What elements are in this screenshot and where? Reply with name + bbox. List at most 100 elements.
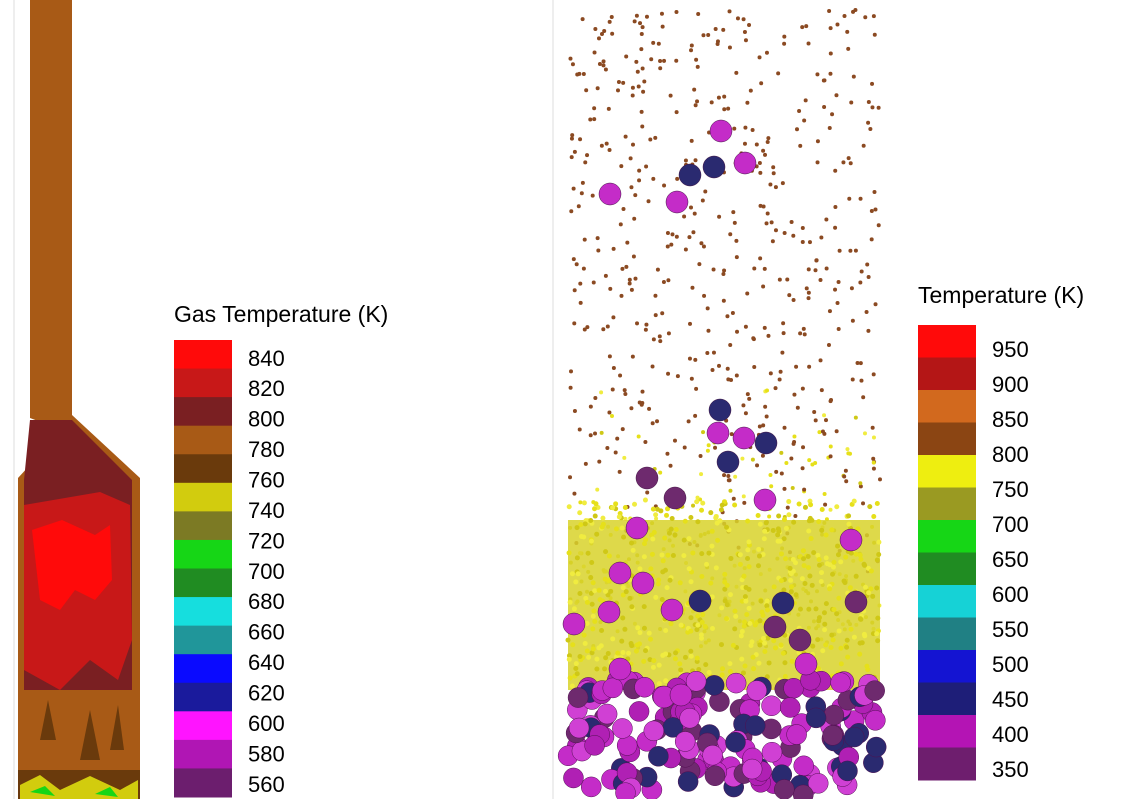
particle [745,556,750,561]
particle [690,44,694,48]
particle [823,642,828,647]
particle [732,497,736,501]
particle [629,406,633,410]
particle [823,492,827,496]
particle [624,54,628,58]
particle [690,550,695,555]
particle [653,595,658,600]
particle [756,661,761,666]
particle [689,590,711,612]
particle [819,235,823,239]
particle [645,490,649,494]
particle [696,65,700,69]
particle [744,38,748,42]
particle [664,487,686,509]
particle [823,503,827,507]
legend-swatch [918,520,976,553]
particle [747,681,767,701]
particle [796,406,800,410]
particle [751,458,755,462]
particle [640,124,644,128]
particle [734,71,738,75]
particle [801,445,805,449]
legend-swatch [174,683,232,712]
particle [866,737,886,757]
particle [610,15,614,19]
particle [661,25,665,29]
particle [621,81,625,85]
particle [782,487,786,491]
particle [839,661,844,666]
particle [795,653,817,675]
particle [673,439,677,443]
particle [776,529,781,534]
particle [702,294,706,298]
particle [592,117,596,121]
particle [765,414,769,418]
particle [823,725,843,745]
particle [829,26,833,30]
particle [760,613,765,618]
particle [758,522,763,527]
particle [693,212,697,216]
particle [629,156,633,160]
particle [571,62,575,66]
particle [742,574,747,579]
particle [600,144,604,148]
particle [868,127,872,131]
particle [816,618,821,623]
particle [765,51,769,55]
legend-swatch [174,768,232,797]
particle [667,531,672,536]
particle [701,33,705,37]
particle [825,267,829,271]
particle [742,494,746,498]
particle [758,256,762,260]
particle [673,656,678,661]
particle [863,15,867,19]
legend-swatch [918,748,976,781]
legend-label: 600 [248,711,285,736]
particle [674,10,678,14]
particle [829,398,833,402]
particle [844,727,864,747]
particle [822,627,827,632]
particle [761,284,765,288]
particle [624,135,628,139]
particle [657,663,662,668]
particle [820,507,825,512]
particle [789,571,794,576]
particle [789,456,793,460]
particle [802,563,807,568]
particle [568,57,572,61]
particle [694,158,698,162]
particle [849,161,853,165]
particle [599,643,604,648]
particle [815,637,820,642]
particle [578,137,582,141]
particle [862,144,866,148]
particle [588,518,593,523]
particle [764,520,769,525]
particle [585,153,589,157]
particle [647,631,652,636]
legend-label: 800 [248,407,285,432]
particle [654,313,658,317]
particle [758,618,763,623]
particle [653,136,657,140]
particle [606,651,611,656]
particle [713,515,718,520]
particle [687,566,692,571]
legend-label: 660 [248,620,285,645]
particle [605,142,609,146]
particle [653,294,657,298]
particle [827,343,831,347]
particle [745,547,750,552]
particle [872,190,876,194]
particle [756,563,761,568]
particle [751,666,756,671]
legend-label: 700 [992,512,1029,537]
particle [842,14,846,18]
particle [763,267,767,271]
particle [780,471,784,475]
